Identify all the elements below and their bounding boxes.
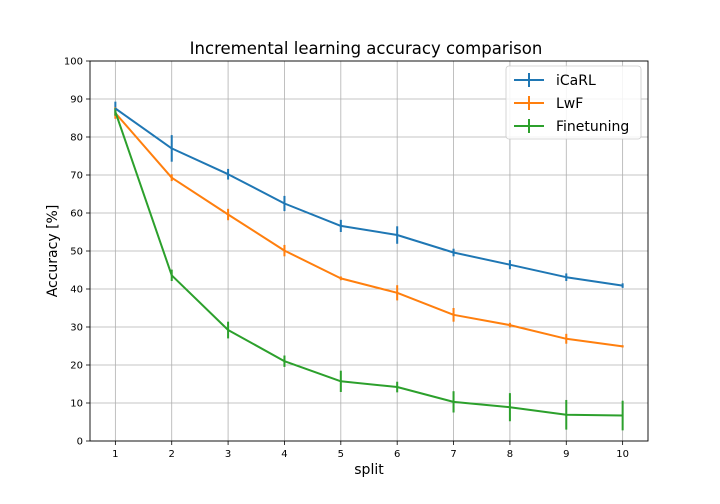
y-tick-label: 40: [70, 285, 83, 296]
y-tick-label: 50: [70, 247, 83, 258]
x-axis-title: split: [354, 462, 384, 478]
x-tick-label: 1: [112, 449, 118, 460]
y-tick-label: 60: [70, 209, 83, 220]
x-tick-label: 10: [616, 449, 629, 460]
x-tick-label: 2: [169, 449, 175, 460]
y-tick-label: 10: [70, 399, 83, 410]
y-tick-label: 0: [77, 437, 83, 448]
y-tick-label: 30: [70, 323, 83, 334]
x-tick-label: 6: [394, 449, 400, 460]
data-series: [114, 107, 623, 417]
series-line-icarl: [114, 107, 623, 287]
legend: iCaRL LwF Finetuning: [505, 65, 642, 140]
y-tick-label: 70: [70, 171, 83, 182]
y-axis-ticks: 0 10 20 30 40 50 60 70 80 90 100: [64, 57, 90, 448]
series-line-lwf: [114, 112, 623, 348]
x-tick-label: 7: [450, 449, 456, 460]
x-tick-label: 4: [281, 449, 287, 460]
y-tick-label: 20: [70, 361, 83, 372]
y-tick-label: 80: [70, 133, 83, 144]
x-tick-label: 3: [225, 449, 231, 460]
legend-box: [505, 65, 642, 140]
chart-title: Incremental learning accuracy comparison: [190, 39, 543, 58]
legend-label-lwf: LwF: [556, 96, 583, 112]
y-axis-title: Accuracy [%]: [45, 205, 61, 298]
legend-label-icarl: iCaRL: [556, 73, 596, 89]
legend-label-finetuning: Finetuning: [556, 119, 629, 135]
x-tick-label: 8: [507, 449, 513, 460]
x-tick-label: 5: [338, 449, 344, 460]
x-axis-ticks: 1 2 3 4 5 6 7 8 9 10: [112, 441, 629, 460]
y-tick-label: 100: [64, 57, 83, 68]
y-tick-label: 90: [70, 95, 83, 106]
series-line-finetuning: [114, 111, 623, 417]
x-tick-label: 9: [563, 449, 569, 460]
